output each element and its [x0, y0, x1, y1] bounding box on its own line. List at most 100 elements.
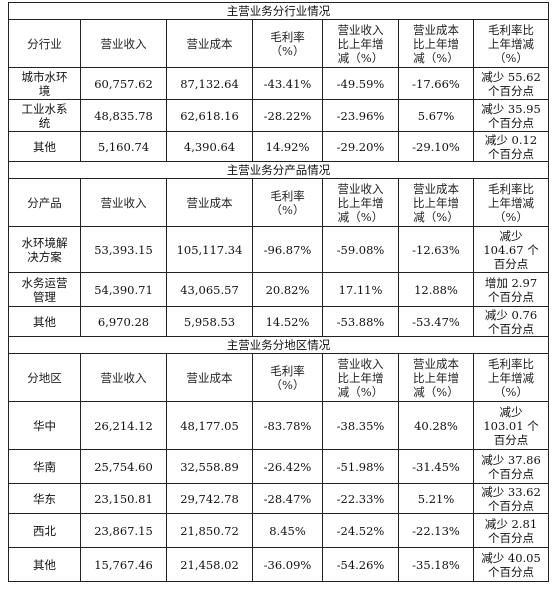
table-cell: 48,835.78: [80, 99, 167, 132]
table-cell: 23,150.81: [80, 483, 167, 514]
change-note: 减少 33.62 个百分点: [472, 483, 550, 514]
table-cell: -17.66%: [398, 67, 474, 100]
row-label: 其他: [8, 306, 81, 337]
table-cell: 4,390.64: [166, 131, 253, 162]
table-row: 西北 23,867.15 21,850.72 8.45% -24.52% -22.13% 减…: [8, 513, 550, 548]
table-cell: 23,867.15: [80, 513, 167, 548]
column-header: 毛利率 （%）: [252, 178, 323, 227]
change-note: 减少 40.05 个百分点: [472, 547, 550, 582]
column-header: 营业收入 比上年增 减（%）: [322, 19, 399, 68]
column-header: 毛利率比 上年增减 （%）: [472, 19, 550, 68]
table-row: 其他 5,160.74 4,390.64 14.92% -29.20% -29.10% 减少…: [8, 131, 550, 162]
row-label: 其他: [8, 547, 81, 582]
table-cell: -22.13%: [398, 513, 474, 548]
row-label: 西北: [8, 513, 81, 548]
section-title-row: 主营业务分产品情况: [7, 161, 550, 179]
table-cell: -26.42%: [252, 449, 323, 484]
table-cell: -23.96%: [322, 99, 399, 132]
table-row: 其他 6,970.28 5,958.53 14.52% -53.88% -53.47% 减少…: [8, 306, 550, 337]
table-row: 华南 25,754.60 32,558.89 -26.42% -51.98% -31.45…: [8, 449, 550, 484]
table-cell: -96.87%: [252, 226, 323, 273]
table-cell: -12.63%: [398, 226, 474, 273]
row-label: 华东: [8, 483, 81, 514]
header-row: 分行业 营业收入 营业成本 毛利率 （%） 营业收入 比上年增 减（%） 营业成本 比上年增 减（%…: [8, 19, 550, 68]
table-cell: -53.47%: [398, 306, 474, 337]
table-cell: 53,393.15: [80, 226, 167, 273]
column-header: 营业成本 比上年增 减（%）: [398, 178, 474, 227]
table-cell: -31.45%: [398, 449, 474, 484]
table-cell: -29.20%: [322, 131, 399, 162]
table-cell: -54.26%: [322, 547, 399, 582]
table-cell: -28.47%: [252, 483, 323, 514]
table-row: 华东 23,150.81 29,742.78 -28.47% -22.33% 5.21% 减…: [8, 483, 550, 514]
row-label: 水务运营 管理: [8, 272, 81, 307]
table-row: 工业水系统 48,835.78 62,618.16 -28.22% -23.96% 5.6…: [8, 99, 550, 132]
row-label: 工业水系统: [8, 99, 81, 132]
header-row: 分产品 营业收入 营业成本 毛利率 （%） 营业收入 比上年增 减（%） 营业成本 比上年增 减（%…: [8, 178, 550, 227]
table-cell: -43.41%: [252, 67, 323, 100]
table-row: 其他 15,767.46 21,458.02 -36.09% -54.26% -35.18…: [8, 547, 550, 582]
table-cell: 20.82%: [252, 272, 323, 307]
column-header: 毛利率比 上年增减 （%）: [472, 353, 550, 402]
table-cell: -49.59%: [322, 67, 399, 100]
table-cell: 8.45%: [252, 513, 323, 548]
table-cell: -35.18%: [398, 547, 474, 582]
table-cell: -51.98%: [322, 449, 399, 484]
table-cell: 6,970.28: [80, 306, 167, 337]
table-cell: 21,850.72: [166, 513, 253, 548]
table-cell: 25,754.60: [80, 449, 167, 484]
change-note: 减少 0.12 个百分点: [472, 131, 550, 162]
change-note: 减少 2.81 个百分点: [472, 513, 550, 548]
section-title-row: 主营业务分行业情况: [7, 2, 550, 20]
column-header: 营业收入: [80, 353, 167, 402]
table-cell: 87,132.64: [166, 67, 253, 100]
column-header: 营业成本: [166, 353, 253, 402]
table-cell: -36.09%: [252, 547, 323, 582]
table-row: 水环境解 决方案 53,393.15 105,117.34 -96.87% -59.08%…: [8, 226, 550, 273]
section-title: 主营业务分产品情况: [7, 161, 550, 179]
table-cell: 62,618.16: [166, 99, 253, 132]
row-label: 华南: [8, 449, 81, 484]
table-row: 华中 26,214.12 48,177.05 -83.78% -38.35% 40.28%…: [8, 401, 550, 450]
table-cell: 60,757.62: [80, 67, 167, 100]
header-row: 分地区 营业收入 营业成本 毛利率 （%） 营业收入 比上年增 减（%） 营业成本 比上年增 减（%…: [8, 353, 550, 402]
column-header: 营业收入: [80, 19, 167, 68]
table-cell: 5.21%: [398, 483, 474, 514]
column-header: 毛利率 （%）: [252, 19, 323, 68]
table-row: 水务运营 管理 54,390.71 43,065.57 20.82% 17.11% 12.8…: [8, 272, 550, 307]
table-cell: 40.28%: [398, 401, 474, 450]
row-label: 城市水环境: [8, 67, 81, 100]
table-cell: -28.22%: [252, 99, 323, 132]
table-cell: -29.10%: [398, 131, 474, 162]
column-header: 营业收入 比上年增 减（%）: [322, 178, 399, 227]
column-header: 营业成本: [166, 178, 253, 227]
table-cell: -24.52%: [322, 513, 399, 548]
table-cell: 54,390.71: [80, 272, 167, 307]
row-label: 华中: [8, 401, 81, 450]
column-header: 毛利率比 上年增减 （%）: [472, 178, 550, 227]
table-cell: 5.67%: [398, 99, 474, 132]
column-header: 分行业: [8, 19, 81, 68]
table-cell: 21,458.02: [166, 547, 253, 582]
table-cell: 5,160.74: [80, 131, 167, 162]
section-title: 主营业务分行业情况: [7, 2, 550, 20]
change-note: 减少 104.67 个百分点: [472, 226, 550, 273]
change-note: 减少 0.76 个百分点: [472, 306, 550, 337]
column-header: 分地区: [8, 353, 81, 402]
table-cell: -38.35%: [322, 401, 399, 450]
column-header: 营业收入: [80, 178, 167, 227]
table-row: 城市水环境 60,757.62 87,132.64 -43.41% -49.59% -17…: [8, 67, 550, 100]
table-cell: 26,214.12: [80, 401, 167, 450]
table-cell: 48,177.05: [166, 401, 253, 450]
column-header: 营业成本: [166, 19, 253, 68]
table-cell: 5,958.53: [166, 306, 253, 337]
section-title: 主营业务分地区情况: [7, 336, 550, 354]
column-header: 分产品: [8, 178, 81, 227]
column-header: 营业成本 比上年增 减（%）: [398, 19, 474, 68]
table-cell: -53.88%: [322, 306, 399, 337]
table-cell: 12.88%: [398, 272, 474, 307]
row-label: 水环境解 决方案: [8, 226, 81, 273]
table-cell: 17.11%: [322, 272, 399, 307]
change-note: 减少 103.01 个百分点: [472, 401, 550, 450]
table-cell: 32,558.89: [166, 449, 253, 484]
